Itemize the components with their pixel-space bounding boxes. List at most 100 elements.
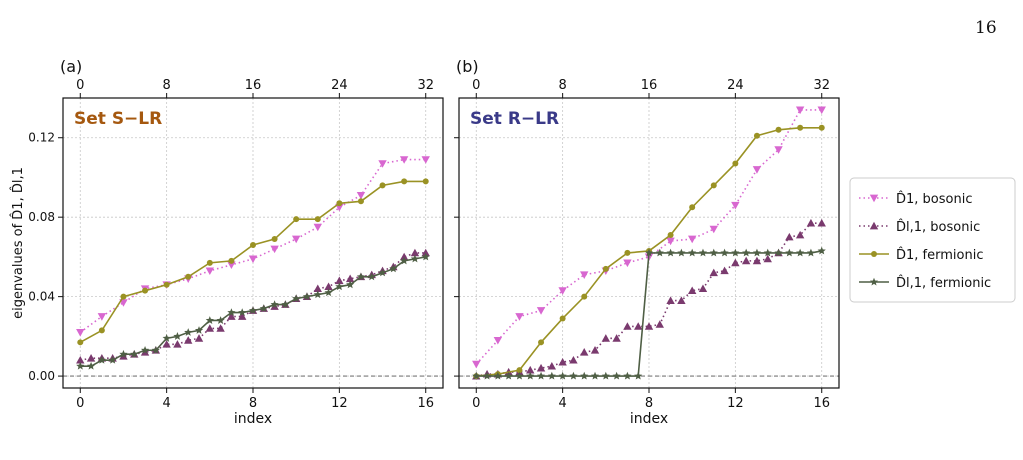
data-point (140, 345, 150, 354)
x-tick-label: 16 (417, 396, 434, 411)
legend-label: D̂1, fermionic (896, 248, 983, 263)
data-point (580, 271, 589, 279)
data-point (238, 308, 247, 316)
data-point (795, 230, 805, 239)
data-point (547, 371, 556, 380)
data-point (536, 363, 546, 372)
data-point (547, 361, 557, 370)
data-point (516, 367, 523, 374)
data-point (76, 329, 85, 337)
y-tick-label: 0.04 (28, 290, 55, 304)
data-point (205, 316, 214, 324)
data-point (250, 241, 256, 248)
data-point (634, 322, 643, 330)
data-point (162, 340, 171, 348)
data-point (795, 106, 805, 115)
legend-marker (869, 221, 879, 230)
data-point (346, 280, 355, 289)
data-point (623, 322, 632, 330)
legend: D̂1, bosonic D̂l,1, bosonic D̂1, fermionic… (849, 177, 1016, 303)
data-point (399, 156, 409, 164)
data-point (677, 296, 686, 304)
data-point (421, 156, 430, 164)
panel-annotation: Set R−LR (470, 109, 559, 129)
data-point (335, 276, 344, 285)
data-point (710, 182, 717, 189)
data-point (151, 345, 160, 354)
data-point (356, 191, 366, 200)
x-tick-label: 0 (472, 396, 480, 411)
data-point (688, 248, 697, 257)
top-x-tick-label: 24 (331, 78, 348, 93)
x-tick-label: 0 (76, 396, 84, 411)
data-point (612, 371, 621, 380)
x-tick-label: 4 (162, 396, 170, 411)
top-x-tick-label: 8 (558, 78, 566, 93)
top-x-tick-label: 16 (641, 78, 658, 93)
data-point (216, 324, 225, 332)
data-point (806, 248, 816, 257)
data-point (108, 355, 117, 364)
data-point (400, 256, 409, 265)
x-tick-label: 12 (331, 396, 348, 411)
data-point (536, 371, 546, 380)
data-point (731, 258, 740, 267)
x-tick-label: 16 (813, 396, 830, 411)
data-point (569, 355, 578, 364)
page-number: 16 (975, 18, 997, 38)
data-point (559, 315, 566, 322)
x-tick-label: 4 (558, 396, 566, 411)
data-point (324, 282, 333, 291)
data-point (76, 355, 85, 364)
legend-marker (869, 194, 879, 203)
top-x-tick-label: 32 (417, 78, 434, 93)
data-point (666, 237, 675, 246)
data-point (775, 126, 782, 133)
data-point (602, 265, 609, 272)
series-4 (472, 246, 826, 380)
data-point (314, 216, 321, 223)
data-point (689, 204, 696, 211)
data-point (515, 371, 524, 380)
data-point (293, 216, 300, 223)
data-point (796, 248, 805, 257)
data-point (173, 340, 182, 348)
data-point (763, 254, 772, 263)
data-point (623, 259, 632, 268)
data-point (817, 246, 826, 255)
data-point (185, 273, 192, 280)
data-point (797, 124, 804, 131)
data-point (731, 248, 740, 257)
x-tick-label: 8 (249, 396, 257, 411)
data-point (76, 361, 85, 370)
x-tick-label: 12 (727, 396, 744, 411)
data-point (248, 255, 258, 264)
data-point (752, 166, 762, 174)
data-point (205, 324, 215, 332)
panel-label: (b) (456, 57, 479, 76)
data-point (367, 272, 376, 281)
data-point (271, 236, 278, 243)
data-point (590, 371, 600, 380)
data-point (536, 307, 546, 315)
data-point (378, 160, 387, 168)
data-point (120, 293, 127, 300)
data-point (356, 272, 366, 281)
data-point (421, 248, 430, 257)
data-point (569, 371, 578, 380)
data-point (291, 235, 301, 244)
data-point (709, 248, 718, 257)
data-point (194, 326, 204, 334)
data-point (410, 248, 420, 257)
data-point (785, 248, 794, 257)
x-axis-label: index (234, 411, 272, 427)
y-tick-label: 0.12 (28, 131, 55, 145)
data-point (709, 268, 718, 277)
data-point (601, 371, 610, 380)
legend-item: D̂1, fermionic (859, 248, 983, 263)
data-point (472, 371, 481, 380)
legend-frame (849, 177, 1016, 303)
data-point (698, 284, 708, 293)
top-x-tick-label: 0 (472, 78, 480, 93)
